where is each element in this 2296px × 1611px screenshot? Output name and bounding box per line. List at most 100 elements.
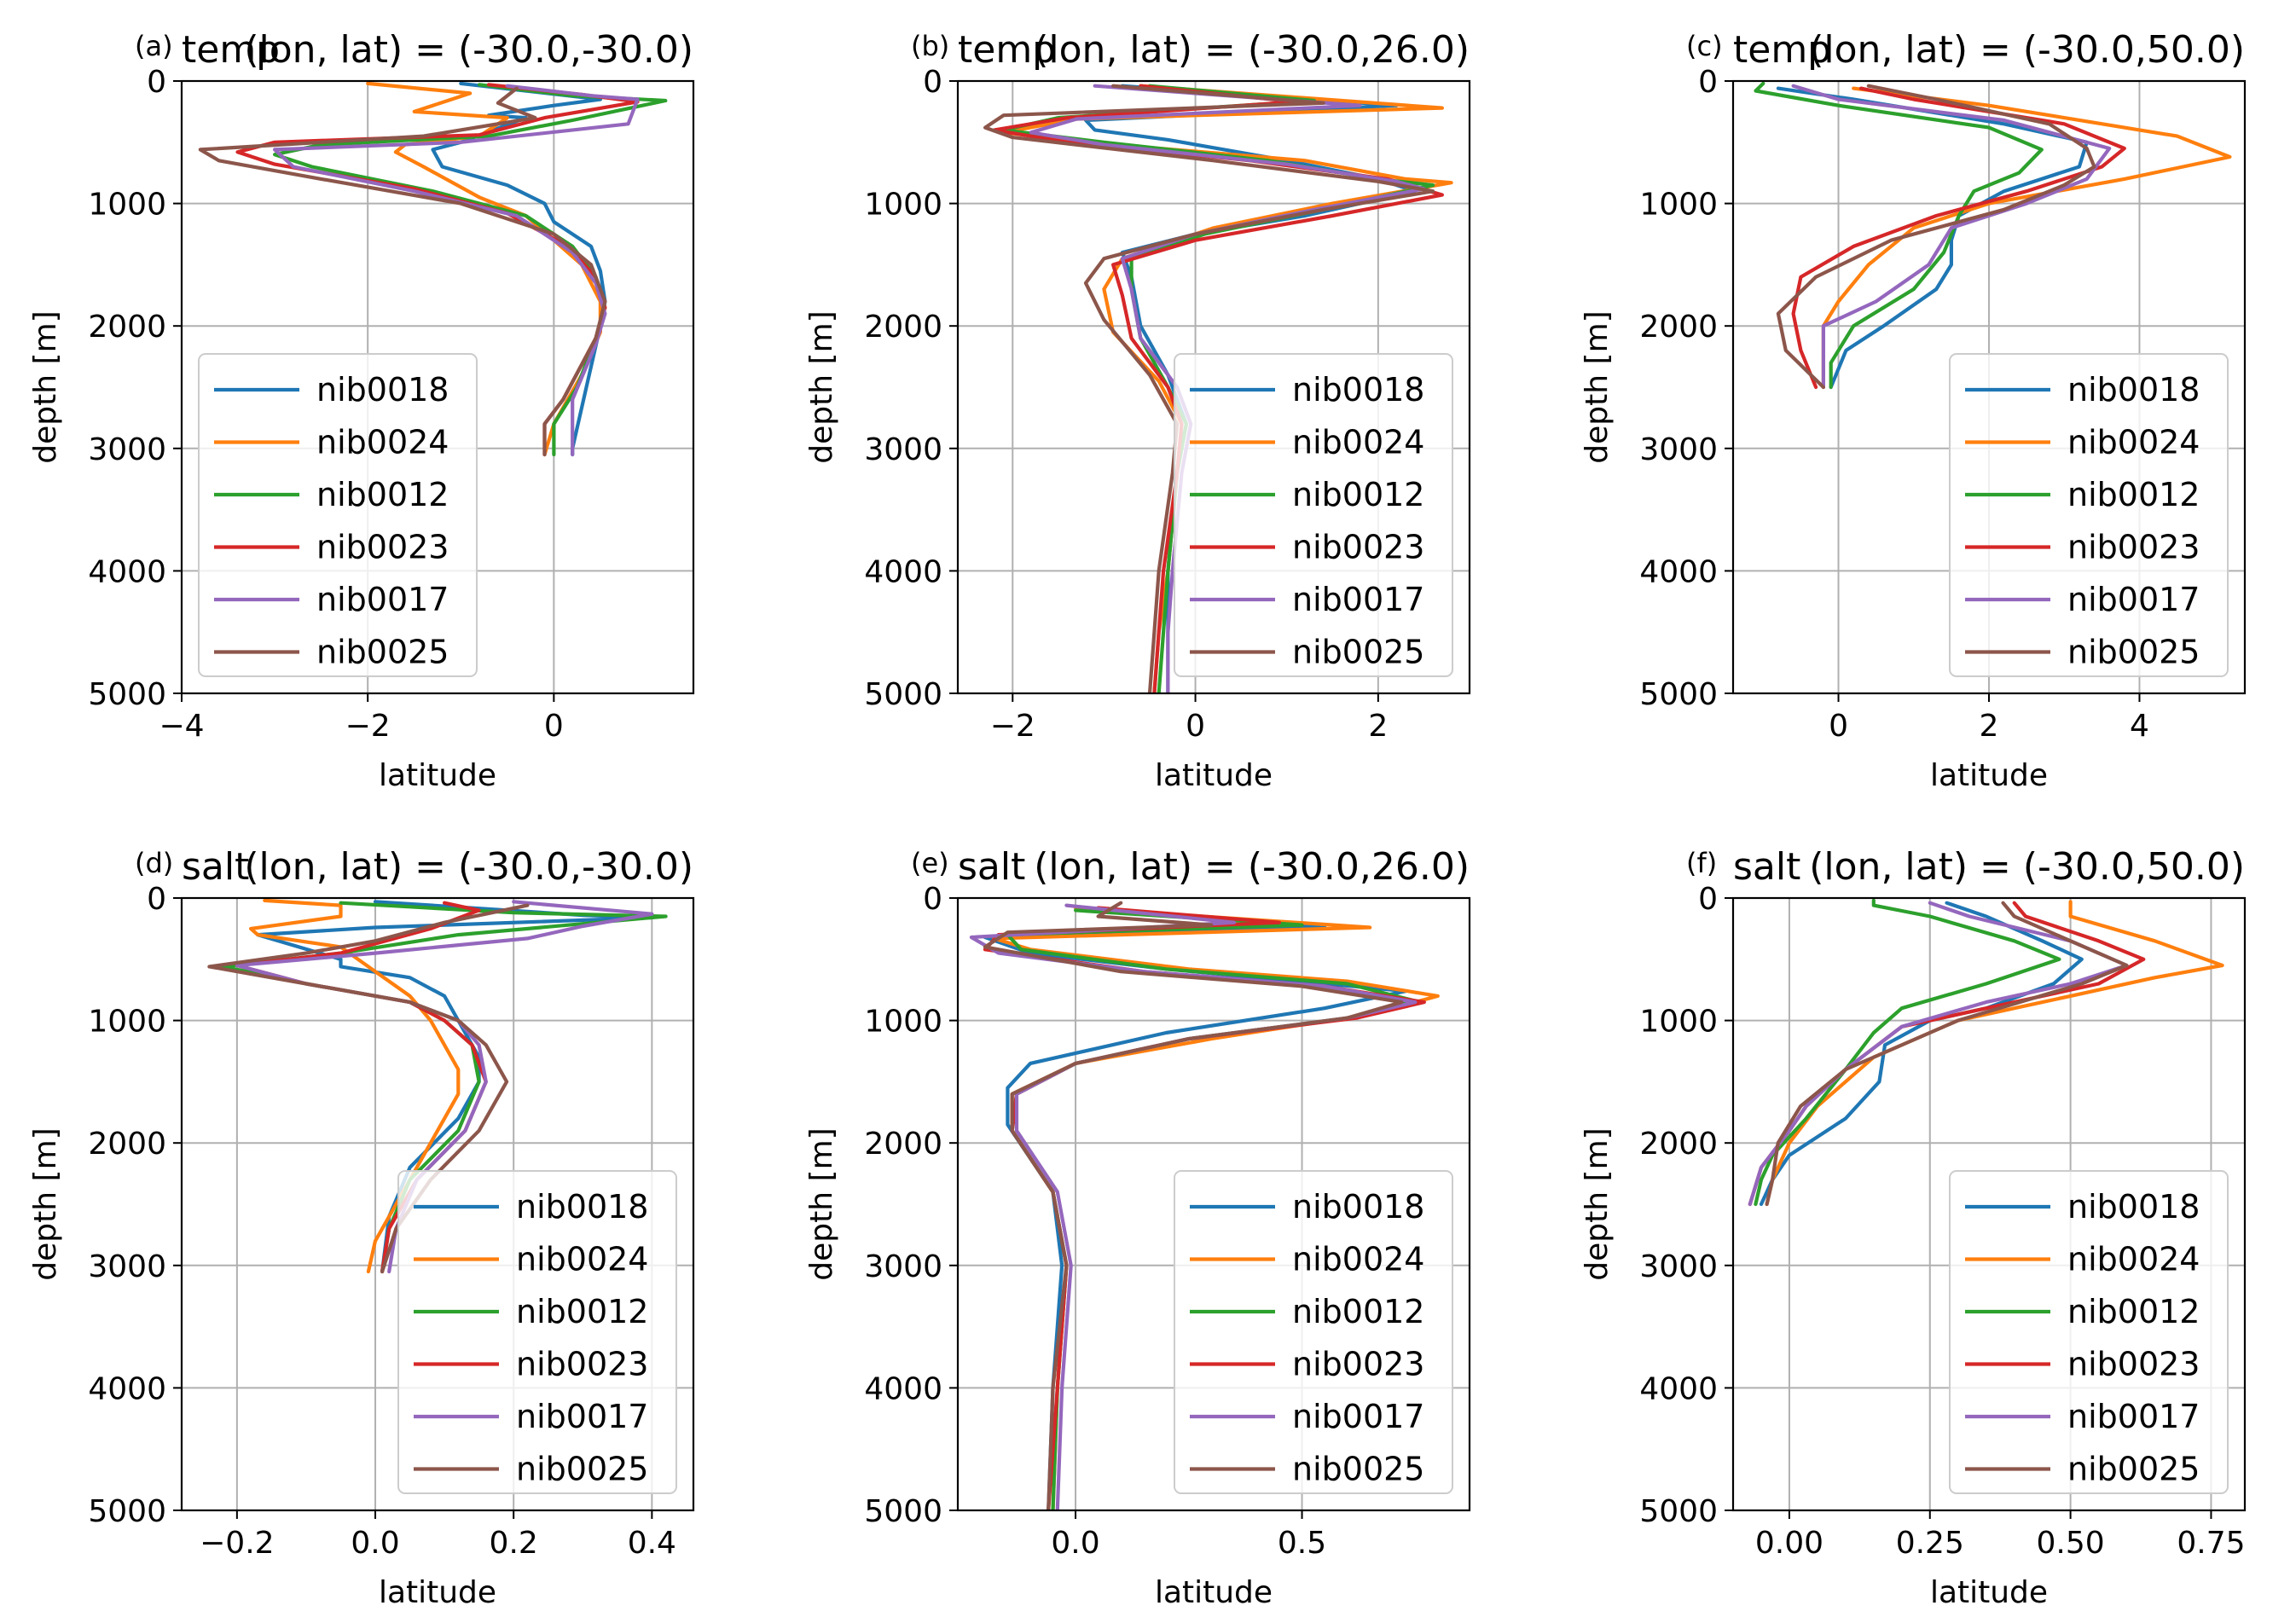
y-tick-label: 5000 xyxy=(1639,1494,1718,1529)
x-axis-label: latitude xyxy=(379,1575,496,1610)
series-line-nib0017 xyxy=(273,84,640,457)
series-line-nib0018 xyxy=(256,900,654,1274)
panel-title: (lon, lat) = (-30.0,26.0) xyxy=(1034,845,1470,889)
y-tick-label: 4000 xyxy=(88,1371,166,1406)
y-tick-label: 1000 xyxy=(1639,1005,1718,1040)
y-tick-label: 1000 xyxy=(864,188,942,223)
legend-label-nib0012: nib0012 xyxy=(2067,476,2200,513)
legend-label-nib0023: nib0023 xyxy=(316,529,449,566)
series-line-nib0023 xyxy=(1791,86,2126,390)
y-axis-label: depth [m] xyxy=(28,1127,63,1280)
legend-frame xyxy=(1949,353,2229,677)
x-tick-label: 0.75 xyxy=(2177,1526,2245,1561)
y-tick-label: 4000 xyxy=(88,554,166,589)
series-line-nib0025 xyxy=(983,84,1435,693)
series-group xyxy=(1754,81,2232,390)
y-tick-label: 0 xyxy=(1698,65,1718,100)
panel-c: 0 2 4 0 1000 2000 3000 4000 5000 latitude depth [m… xyxy=(1580,28,2247,793)
panel-e: 0.0 0.5 0 1000 2000 3000 4000 5000 latitude depth… xyxy=(804,845,1471,1610)
legend-label-nib0017: nib0017 xyxy=(1292,1398,1424,1435)
y-tick-label: 0 xyxy=(923,65,942,100)
x-tick-label: 0.5 xyxy=(1278,1526,1326,1561)
axes-frame xyxy=(956,79,1471,695)
y-tick-label: 3000 xyxy=(1639,432,1718,467)
x-tick-label: 2 xyxy=(1368,709,1388,744)
series-group xyxy=(198,81,668,457)
series-line-nib0012 xyxy=(1754,81,2044,390)
variable-name: salt xyxy=(958,845,1025,889)
x-tick-label: −0.2 xyxy=(200,1526,274,1561)
x-tick-label: 0.25 xyxy=(1896,1526,1964,1561)
variable-name: salt xyxy=(182,845,249,889)
y-tick-label: 2000 xyxy=(88,310,166,345)
variable-name: temp xyxy=(182,28,280,72)
legend-label-nib0018: nib0018 xyxy=(516,1188,648,1226)
series-line-nib0025 xyxy=(1776,84,2096,390)
x-axis-label: latitude xyxy=(1930,758,2048,793)
y-tick-label: 3000 xyxy=(88,1249,166,1284)
y-tick-label: 2000 xyxy=(1639,1127,1718,1162)
x-tick-label: 0.2 xyxy=(490,1526,538,1561)
x-tick-label: 2 xyxy=(1980,709,1999,744)
y-tick-label: 1000 xyxy=(864,1005,942,1040)
y-tick-label: 3000 xyxy=(864,1249,942,1284)
legend-label-nib0023: nib0023 xyxy=(1292,529,1424,566)
legend-label-nib0023: nib0023 xyxy=(2067,529,2200,566)
y-tick-label: 3000 xyxy=(1639,1249,1718,1284)
legend-label-nib0017: nib0017 xyxy=(2067,1398,2200,1435)
legend-frame xyxy=(1949,1170,2229,1494)
panel-tag: (b) xyxy=(911,30,949,62)
x-tick-label: 0.0 xyxy=(1051,1526,1099,1561)
legend-label-nib0018: nib0018 xyxy=(316,371,449,409)
panel-tag: (e) xyxy=(911,847,949,879)
variable-name: salt xyxy=(1733,845,1800,889)
legend-label-nib0023: nib0023 xyxy=(516,1346,648,1383)
series-line-nib0025 xyxy=(1765,901,2129,1207)
x-tick-label: 0.4 xyxy=(628,1526,676,1561)
x-tick-label: 4 xyxy=(2130,709,2149,744)
legend-label-nib0012: nib0012 xyxy=(1292,476,1424,513)
series-group xyxy=(1748,898,2224,1207)
y-tick-label: 2000 xyxy=(864,1127,942,1162)
axes-frame xyxy=(1731,896,2247,1512)
y-axis-label: depth [m] xyxy=(1580,1127,1615,1280)
series-line-nib0025 xyxy=(198,86,607,457)
panel-f: 0.00 0.25 0.50 0.75 0 1000 2000 3000 4000 5000 lat… xyxy=(1580,845,2247,1610)
x-tick-label: 0.00 xyxy=(1755,1526,1823,1561)
y-axis-label: depth [m] xyxy=(804,310,839,463)
panel-tag: (a) xyxy=(135,30,173,62)
legend-label-nib0024: nib0024 xyxy=(316,424,449,461)
legend-label-nib0024: nib0024 xyxy=(2067,1241,2200,1278)
axes-frame xyxy=(180,896,695,1512)
legend-frame xyxy=(397,1170,677,1494)
y-tick-label: 3000 xyxy=(864,432,942,467)
x-axis-label: latitude xyxy=(1155,1575,1273,1610)
x-tick-label: 0 xyxy=(1829,709,1848,744)
y-axis-label: depth [m] xyxy=(804,1127,839,1280)
axes-frame xyxy=(180,79,695,695)
panel-d: −0.2 0.0 0.2 0.4 0 1000 2000 3000 4000 5000 latitu… xyxy=(28,845,695,1610)
x-tick-label: −2 xyxy=(990,709,1035,744)
series-line-nib0018 xyxy=(983,906,1408,1510)
panel-a: −4 −2 0 0 1000 2000 3000 4000 5000 latitude depth … xyxy=(28,28,695,793)
legend-label-nib0024: nib0024 xyxy=(1292,1241,1424,1278)
legend-label-nib0018: nib0018 xyxy=(2067,1188,2200,1226)
y-tick-label: 5000 xyxy=(864,677,942,712)
x-axis-label: latitude xyxy=(1930,1575,2048,1610)
panel-title: (lon, lat) = (-30.0,26.0) xyxy=(1034,28,1470,72)
x-tick-label: 0.50 xyxy=(2037,1526,2105,1561)
x-tick-label: 0.0 xyxy=(351,1526,399,1561)
legend-label-nib0023: nib0023 xyxy=(1292,1346,1424,1383)
legend-label-nib0017: nib0017 xyxy=(2067,581,2200,618)
panel-b: −2 0 2 0 1000 2000 3000 4000 5000 latitude depth [… xyxy=(804,28,1471,793)
legend-frame xyxy=(198,353,478,677)
panel-tag: (f) xyxy=(1686,847,1717,879)
panel-title: (lon, lat) = (-30.0,-30.0) xyxy=(244,28,693,72)
x-tick-label: −4 xyxy=(159,709,204,744)
legend-label-nib0018: nib0018 xyxy=(2067,371,2200,409)
legend-label-nib0025: nib0025 xyxy=(516,1451,648,1488)
legend-label-nib0012: nib0012 xyxy=(1292,1293,1424,1330)
legend: nib0018 nib0024 nib0012 nib0023 nib0017 nib00… xyxy=(1174,1170,1453,1494)
legend: nib0018 nib0024 nib0012 nib0023 nib0017 nib00… xyxy=(397,1170,677,1494)
